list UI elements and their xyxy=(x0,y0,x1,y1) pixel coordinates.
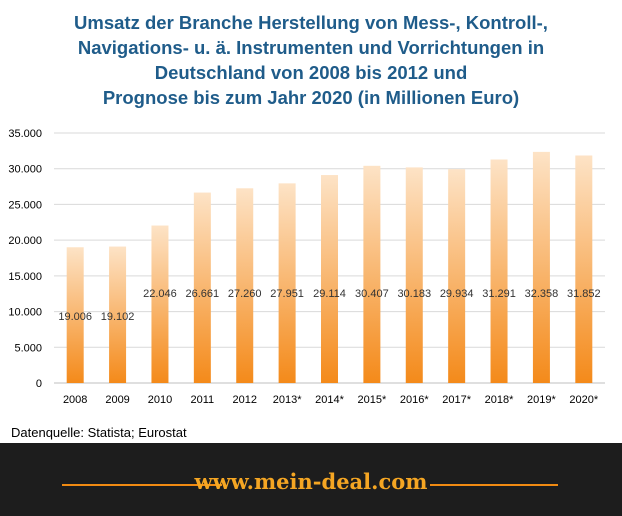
footer-line-left xyxy=(62,484,222,486)
footer-website-link[interactable]: www.mein-deal.com xyxy=(194,469,428,494)
bar xyxy=(448,169,466,383)
x-tick-label: 2009 xyxy=(105,394,129,406)
y-tick-label: 10.000 xyxy=(8,307,42,319)
data-label: 22.046 xyxy=(143,288,177,300)
bar xyxy=(66,247,84,383)
x-tick-label: 2014* xyxy=(315,394,344,406)
title-line-4: Prognose bis zum Jahr 2020 (in Millionen… xyxy=(102,87,520,108)
x-tick-label: 2015* xyxy=(358,394,387,406)
x-tick-label: 2008 xyxy=(63,394,87,406)
x-tick-label: 2011 xyxy=(191,394,215,406)
x-tick-label: 2020* xyxy=(569,394,598,406)
y-tick-label: 15.000 xyxy=(8,271,42,283)
data-label: 26.661 xyxy=(186,288,220,300)
x-tick-label: 2013* xyxy=(273,394,302,406)
y-tick-label: 25.000 xyxy=(8,199,42,211)
x-tick-label: 2017* xyxy=(442,394,471,406)
data-label: 29.114 xyxy=(313,288,346,300)
x-tick-label: 2010 xyxy=(148,394,172,406)
data-label: 31.852 xyxy=(567,288,601,300)
title-line-3: Deutschland von 2008 bis 2012 und xyxy=(154,62,468,83)
bars xyxy=(66,151,593,383)
bar xyxy=(532,151,550,383)
y-tick-label: 20.000 xyxy=(8,235,42,247)
x-tick-label: 2018* xyxy=(485,394,514,406)
title-line-2: Navigations- u. ä. Instrumenten und Vorr… xyxy=(77,37,545,58)
chart-title: Umsatz der Branche Herstellung von Mess-… xyxy=(0,10,622,110)
data-label: 27.951 xyxy=(270,288,304,300)
data-label: 19.006 xyxy=(58,311,92,323)
footer-line-right xyxy=(430,484,558,486)
data-label: 27.260 xyxy=(228,288,262,300)
footer-banner: www.mein-deal.com xyxy=(0,443,622,516)
data-label: 30.183 xyxy=(397,288,431,300)
x-tick-label: 2016* xyxy=(400,394,429,406)
bar xyxy=(109,246,127,383)
data-label: 31.291 xyxy=(482,288,516,300)
data-source: Datenquelle: Statista; Eurostat xyxy=(11,425,187,440)
y-tick-label: 35.000 xyxy=(8,128,42,140)
bar xyxy=(575,155,593,383)
x-tick-label: 2019* xyxy=(527,394,556,406)
data-label: 32.358 xyxy=(525,288,559,300)
title-line-1: Umsatz der Branche Herstellung von Mess-… xyxy=(74,12,548,33)
bar xyxy=(151,225,169,383)
bar xyxy=(236,188,254,383)
bar xyxy=(278,183,296,383)
y-tick-label: 0 xyxy=(36,378,42,390)
bar xyxy=(321,175,338,383)
bar xyxy=(193,192,211,383)
data-label: 30.407 xyxy=(355,288,389,300)
bar xyxy=(363,165,381,383)
bar xyxy=(405,167,423,383)
x-tick-label: 2012 xyxy=(232,394,256,406)
data-label: 19.102 xyxy=(101,311,135,323)
value-labels: 19.006 19.102 22.046 26.661 27.260 27.951 29.1… xyxy=(58,288,600,323)
y-tick-label: 30.000 xyxy=(8,164,42,176)
bar xyxy=(490,159,508,383)
x-axis-tick-labels: 2008 2009 2010 2011 2012 2013* 2014* 2015* 2016*… xyxy=(63,394,599,406)
y-axis-tick-labels: 0 5.000 10.000 15.000 20.000 25.000 30.000 35.0… xyxy=(8,128,42,390)
y-tick-label: 5.000 xyxy=(14,342,42,354)
data-label: 29.934 xyxy=(440,288,474,300)
bar-chart: 0 5.000 10.000 15.000 20.000 25.000 30.000 35.0… xyxy=(8,128,605,406)
